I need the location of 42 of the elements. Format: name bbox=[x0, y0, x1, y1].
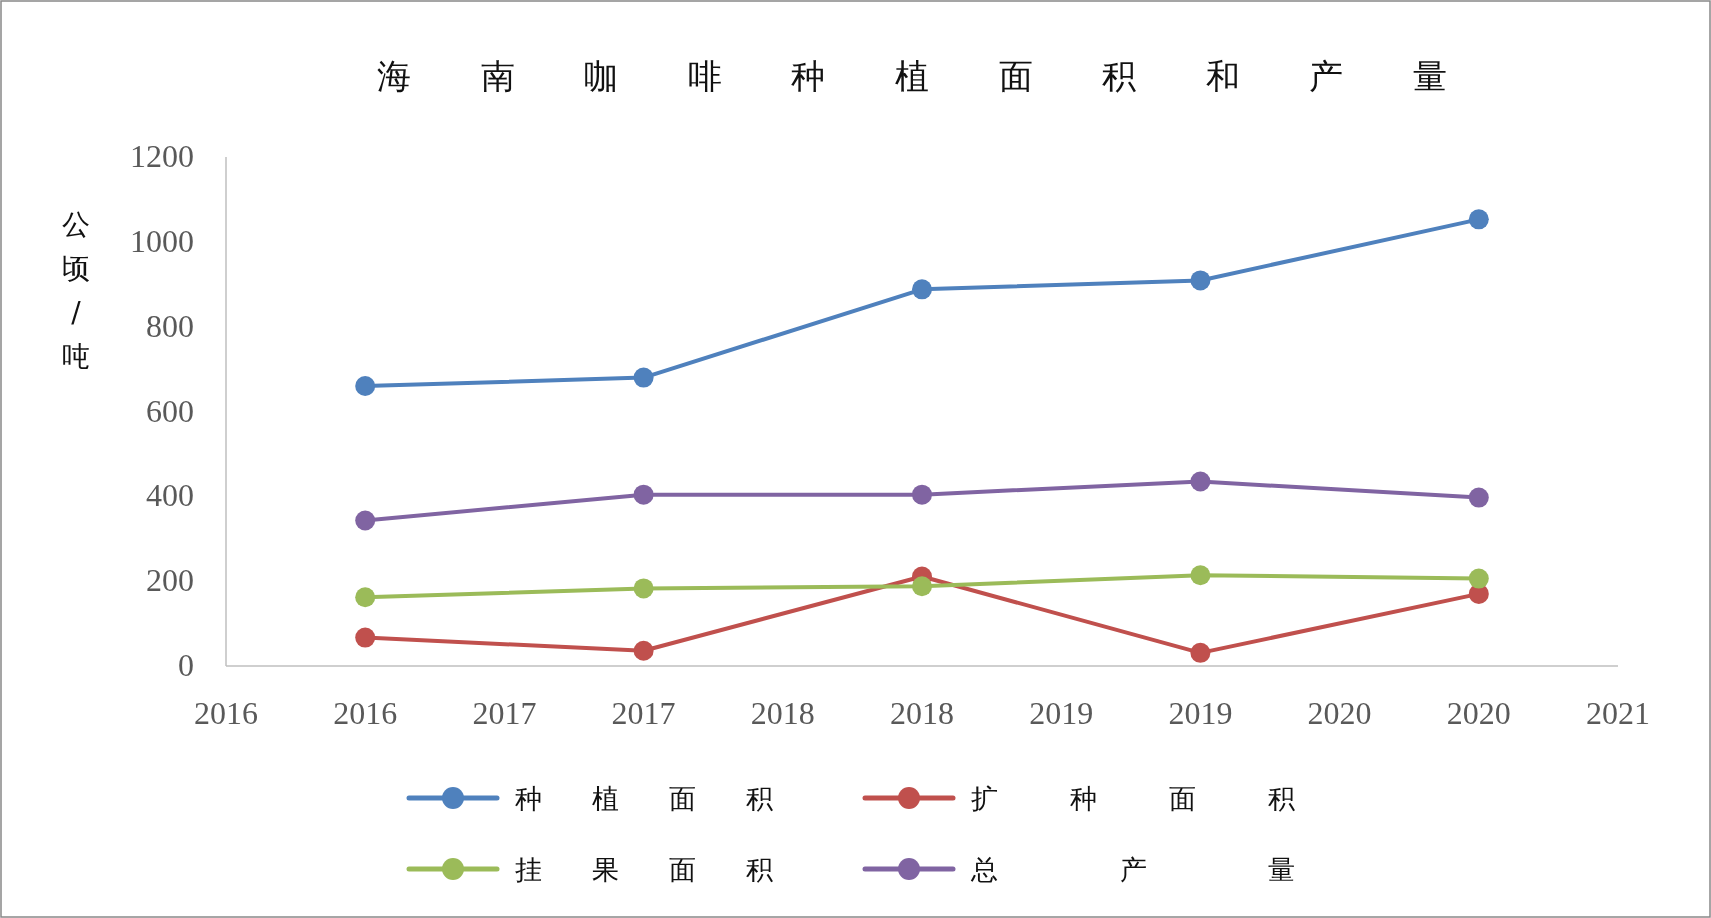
y-tick-label: 0 bbox=[178, 647, 194, 683]
point bbox=[355, 627, 376, 648]
legend-label: 挂果面积 bbox=[515, 854, 773, 885]
x-tick-label: 2021 bbox=[1586, 695, 1650, 731]
point bbox=[633, 484, 654, 505]
point bbox=[1468, 209, 1489, 230]
x-tick-label: 2016 bbox=[333, 695, 398, 731]
x-tick-label: 2017 bbox=[472, 695, 537, 731]
point bbox=[912, 279, 932, 300]
x-tick-label: 2017 bbox=[611, 695, 676, 731]
y-tick-label: 600 bbox=[146, 392, 194, 429]
point bbox=[1190, 565, 1211, 586]
point bbox=[633, 367, 654, 388]
legend-label: 扩种面积 bbox=[971, 783, 1295, 814]
y-tick-label: 400 bbox=[146, 477, 194, 514]
point bbox=[1468, 487, 1489, 508]
x-tick-label: 2016 bbox=[194, 695, 258, 731]
y-tick-label: 200 bbox=[146, 562, 194, 599]
y-axis-title: 公顷/吨 bbox=[62, 208, 90, 373]
point bbox=[1468, 568, 1489, 589]
point bbox=[912, 576, 932, 597]
y-tick-label: 800 bbox=[146, 307, 194, 344]
point bbox=[1190, 471, 1211, 492]
point bbox=[912, 484, 932, 505]
point bbox=[355, 376, 376, 397]
x-tick-label: 2018 bbox=[890, 695, 954, 731]
y-tick-label: 1200 bbox=[130, 138, 194, 174]
x-tick-label: 2020 bbox=[1307, 695, 1372, 731]
x-tick-label: 2020 bbox=[1446, 695, 1511, 731]
point bbox=[355, 510, 376, 531]
y-tick-label: 1000 bbox=[130, 222, 194, 259]
x-tick-label: 2019 bbox=[1029, 695, 1094, 731]
point bbox=[1190, 270, 1211, 291]
x-tick-label: 2018 bbox=[750, 695, 815, 731]
x-tick-label: 2019 bbox=[1168, 695, 1233, 731]
point bbox=[633, 578, 654, 599]
legend-label: 种植面积 bbox=[515, 783, 773, 814]
legend-label: 总产量 bbox=[970, 854, 1295, 885]
point bbox=[633, 640, 654, 661]
point bbox=[355, 587, 376, 608]
chart-title: 海南咖啡种植面积和产量 bbox=[377, 56, 1447, 96]
point bbox=[1190, 642, 1211, 663]
